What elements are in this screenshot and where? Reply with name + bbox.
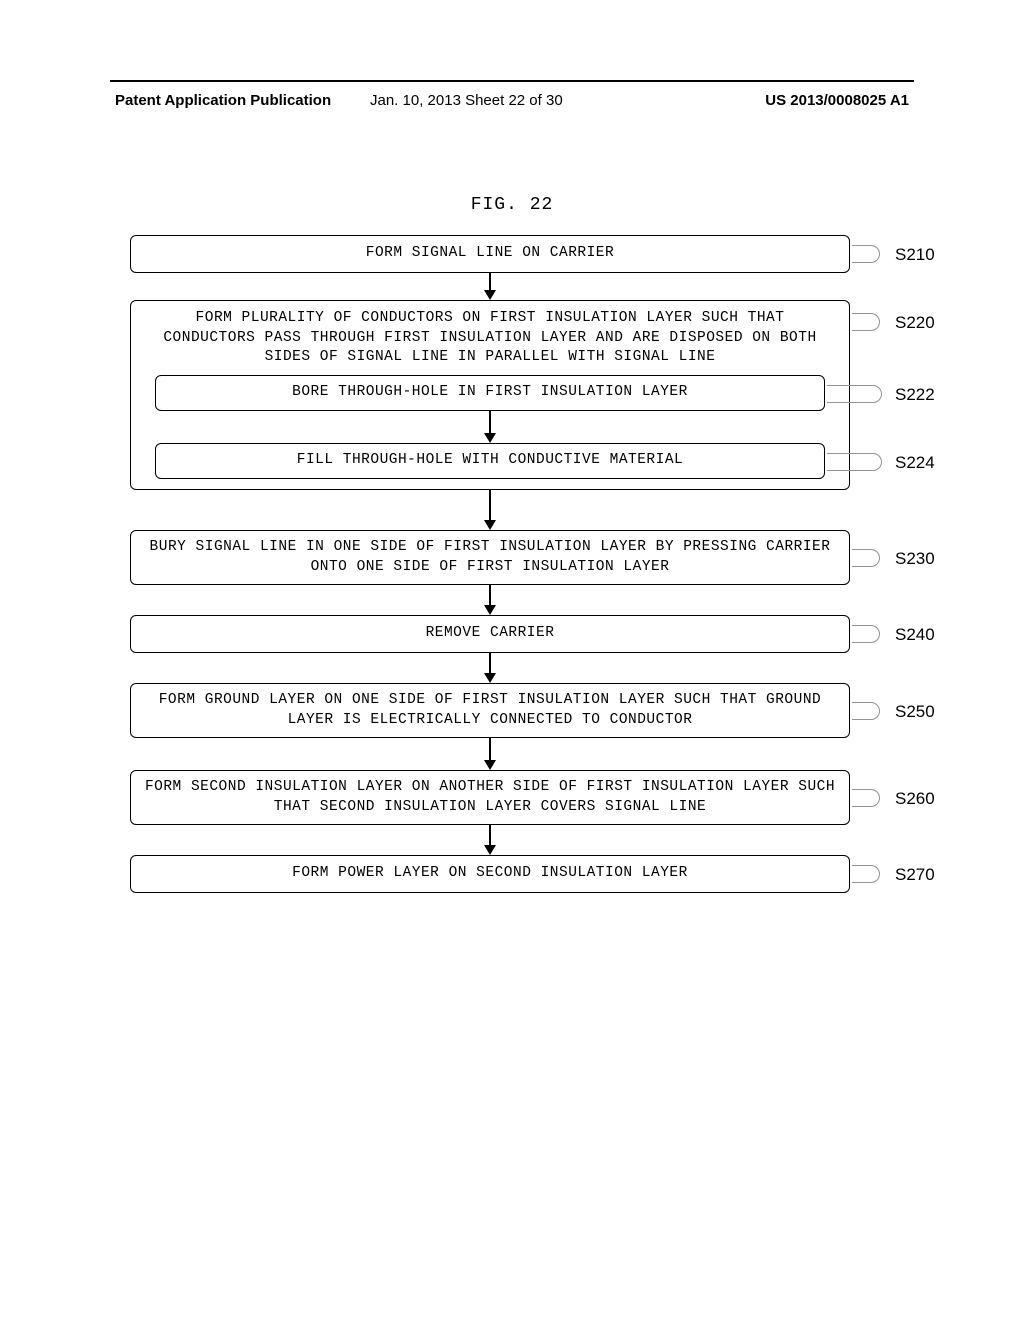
connector-s240 bbox=[852, 625, 880, 643]
header-center: Jan. 10, 2013 Sheet 22 of 30 bbox=[370, 92, 563, 109]
step-s224-text: FILL THROUGH-HOLE WITH CONDUCTIVE MATERI… bbox=[297, 451, 683, 471]
label-s222: S222 bbox=[895, 385, 935, 405]
label-s210: S210 bbox=[895, 245, 935, 265]
arrow bbox=[489, 411, 491, 433]
label-s220: S220 bbox=[895, 313, 935, 333]
figure-title: FIG. 22 bbox=[0, 195, 1024, 215]
arrow-head-icon bbox=[484, 520, 496, 530]
step-s222: BORE THROUGH-HOLE IN FIRST INSULATION LA… bbox=[155, 375, 825, 411]
step-s210: FORM SIGNAL LINE ON CARRIER bbox=[130, 235, 850, 273]
arrow-head-icon bbox=[484, 605, 496, 615]
label-s270: S270 bbox=[895, 865, 935, 885]
label-s230: S230 bbox=[895, 549, 935, 569]
arrow bbox=[489, 653, 491, 673]
arrow-head-icon bbox=[484, 433, 496, 443]
step-s270: FORM POWER LAYER ON SECOND INSULATION LA… bbox=[130, 855, 850, 893]
arrow-head-icon bbox=[484, 673, 496, 683]
step-s230-text: BURY SIGNAL LINE IN ONE SIDE OF FIRST IN… bbox=[141, 538, 839, 577]
connector-s250 bbox=[852, 702, 880, 720]
connector-s260 bbox=[852, 789, 880, 807]
step-s240-text: REMOVE CARRIER bbox=[426, 624, 555, 644]
header-divider bbox=[110, 80, 914, 82]
label-s240: S240 bbox=[895, 625, 935, 645]
step-s240: REMOVE CARRIER bbox=[130, 615, 850, 653]
step-s250: FORM GROUND LAYER ON ONE SIDE OF FIRST I… bbox=[130, 683, 850, 738]
connector-s270 bbox=[852, 865, 880, 883]
label-s224: S224 bbox=[895, 453, 935, 473]
connector-s220 bbox=[852, 313, 880, 331]
step-s260-text: FORM SECOND INSULATION LAYER ON ANOTHER … bbox=[141, 778, 839, 817]
header-left: Patent Application Publication bbox=[115, 92, 331, 109]
arrow bbox=[489, 825, 491, 845]
arrow bbox=[489, 585, 491, 605]
step-s250-text: FORM GROUND LAYER ON ONE SIDE OF FIRST I… bbox=[141, 691, 839, 730]
step-s222-text: BORE THROUGH-HOLE IN FIRST INSULATION LA… bbox=[292, 383, 688, 403]
connector-s222 bbox=[827, 385, 882, 403]
connector-s230 bbox=[852, 549, 880, 567]
step-s220-text: FORM PLURALITY OF CONDUCTORS ON FIRST IN… bbox=[163, 310, 816, 365]
connector-s210 bbox=[852, 245, 880, 263]
arrow bbox=[489, 738, 491, 760]
header-right: US 2013/0008025 A1 bbox=[765, 92, 909, 109]
step-s270-text: FORM POWER LAYER ON SECOND INSULATION LA… bbox=[292, 864, 688, 884]
step-s230: BURY SIGNAL LINE IN ONE SIDE OF FIRST IN… bbox=[130, 530, 850, 585]
connector-s224 bbox=[827, 453, 882, 471]
arrow bbox=[489, 490, 491, 520]
label-s250: S250 bbox=[895, 702, 935, 722]
label-s260: S260 bbox=[895, 789, 935, 809]
step-s210-text: FORM SIGNAL LINE ON CARRIER bbox=[366, 244, 614, 264]
arrow-head-icon bbox=[484, 760, 496, 770]
arrow bbox=[489, 273, 491, 290]
step-s224: FILL THROUGH-HOLE WITH CONDUCTIVE MATERI… bbox=[155, 443, 825, 479]
arrow-head-icon bbox=[484, 290, 496, 300]
arrow-head-icon bbox=[484, 845, 496, 855]
step-s260: FORM SECOND INSULATION LAYER ON ANOTHER … bbox=[130, 770, 850, 825]
